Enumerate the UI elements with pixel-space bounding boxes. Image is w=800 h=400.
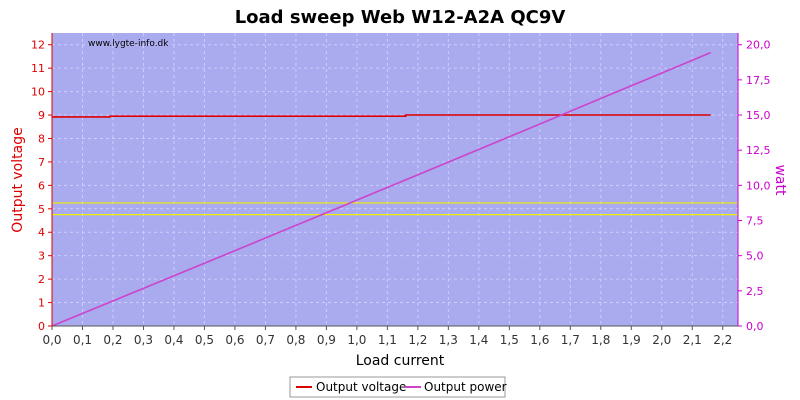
tick-labels: 0,0 0,1 0,2 0,3 0,4 0,5 0,6 0,7 0,8 0,9 1,0 1,1 1,2 1… — [31, 33, 771, 347]
x-tick-label: 1,0 — [347, 333, 366, 347]
y-left-tick-label: 11 — [31, 62, 45, 75]
legend-box — [289, 376, 506, 398]
y-right-tick-label: 2,5 — [746, 285, 764, 298]
x-tick-label: 1,8 — [591, 333, 610, 347]
x-tick-label: 0,2 — [103, 333, 122, 347]
y-right-tick-label: 7,5 — [746, 215, 764, 228]
y-left-tick-label: 1 — [38, 297, 45, 310]
y-left-tick-label: 5 — [38, 203, 45, 216]
legend-label-power: Output power — [424, 380, 507, 394]
x-tick-label: 0,8 — [286, 333, 305, 347]
x-tick-label: 0,4 — [164, 333, 183, 347]
y-left-tick-label: 6 — [38, 179, 45, 192]
chart-title: Load sweep Web W12-A2A QC9V — [235, 7, 566, 28]
y-right-axis-title: watt — [772, 164, 788, 196]
y-left-tick-label: 2 — [38, 273, 45, 286]
x-tick-label: 0,1 — [73, 333, 92, 347]
y-left-tick-label: 9 — [38, 109, 45, 122]
x-tick-label: 1,5 — [500, 333, 519, 347]
x-tick-label: 1,6 — [530, 333, 549, 347]
series-group — [51, 51, 711, 327]
y-right-tick-label: 5,0 — [746, 250, 764, 263]
x-tick-label: 1,3 — [439, 333, 458, 347]
x-tick-label: 1,9 — [622, 333, 641, 347]
y-left-axis-title: Output voltage — [10, 127, 26, 232]
x-tick-label: 1,1 — [378, 333, 397, 347]
y-right-tick-label: 15,0 — [746, 109, 771, 122]
y-left-tick-label: 0 — [38, 320, 45, 333]
x-tick-label: 0,5 — [195, 333, 214, 347]
watermark: www.lygte-info.dk — [88, 39, 169, 49]
x-tick-label: 0,9 — [317, 333, 336, 347]
y-left-tick-label: 12 — [31, 39, 45, 52]
x-tick-label: 0,0 — [42, 333, 61, 347]
y-right-tick-label: 0,0 — [746, 320, 764, 333]
x-tick-label: 0,6 — [225, 333, 244, 347]
legend: Output voltage Output power — [289, 376, 507, 398]
x-tick-label: 1,2 — [408, 333, 427, 347]
x-axis-title: Load current — [356, 353, 445, 369]
y-right-tick-label: 20,0 — [746, 39, 771, 52]
y-right-tick-label: 17,5 — [746, 74, 771, 87]
plot-area — [52, 33, 738, 326]
reference-lines — [52, 202, 738, 216]
series-output-voltage — [52, 114, 711, 118]
x-tick-label: 1,7 — [561, 333, 580, 347]
x-tick-label: 0,3 — [134, 333, 153, 347]
x-tick-label: 2,1 — [683, 333, 702, 347]
y-right-tick-label: 10,0 — [746, 179, 771, 192]
x-tick-label: 0,7 — [256, 333, 275, 347]
x-tick-label: 2,2 — [713, 333, 732, 347]
y-left-tick-label: 10 — [31, 86, 45, 99]
legend-label-voltage: Output voltage — [316, 380, 406, 394]
x-tick-label: 2,0 — [652, 333, 671, 347]
x-tick-label: 1,4 — [469, 333, 488, 347]
y-left-tick-label: 8 — [38, 132, 45, 145]
series-output-power — [51, 51, 711, 327]
y-left-tick-label: 3 — [38, 250, 45, 263]
y-left-tick-label: 4 — [38, 226, 45, 239]
y-left-tick-label: 7 — [38, 156, 45, 169]
y-right-tick-label: 12,5 — [746, 144, 771, 157]
